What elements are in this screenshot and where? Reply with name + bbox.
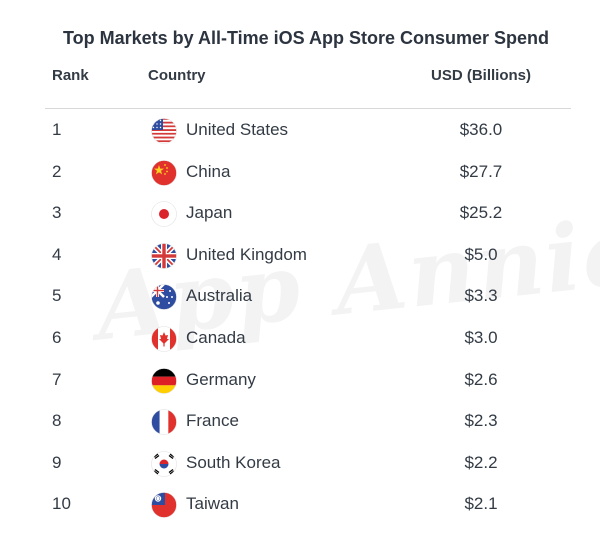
- usd-value-cell: $2.2: [464, 452, 498, 472]
- usd-value-cell: $2.1: [464, 494, 498, 514]
- column-header-usd: USD (Billions): [431, 67, 531, 84]
- china-flag-icon: [151, 159, 177, 186]
- usd-value-cell: $27.7: [459, 161, 503, 181]
- country-cell: United States: [186, 120, 289, 139]
- rank-cell: 10: [52, 494, 71, 514]
- table-body: 1 United States $36.0 2 China $27.7 3 Japan $…: [0, 110, 600, 526]
- table-row: 6 Canada $3.0: [0, 318, 600, 360]
- country-cell: United Kingdom: [186, 244, 307, 264]
- rank-cell: 4: [52, 244, 62, 264]
- country-cell: Australia: [186, 286, 253, 306]
- country-cell: France: [186, 411, 239, 431]
- table-row: 5 Australia $3.3: [0, 276, 600, 318]
- table-row: 7 Germany $2.6: [0, 360, 600, 402]
- country-cell: Canada: [186, 327, 246, 347]
- country-cell: China: [186, 161, 231, 181]
- table-row: 4 United Kingdom $5.0: [0, 235, 600, 277]
- column-header-country: Country: [148, 67, 206, 84]
- column-header-rank: Rank: [52, 67, 89, 84]
- table-row: 10 Taiwan $2.1: [0, 484, 600, 526]
- rank-cell: 6: [52, 327, 62, 347]
- rank-cell: 3: [52, 203, 62, 223]
- country-cell: Germany: [186, 369, 256, 389]
- rank-cell: 1: [52, 120, 62, 139]
- france-flag-icon: [151, 409, 177, 435]
- canada-flag-icon: [151, 326, 177, 352]
- germany-flag-icon: [151, 367, 177, 394]
- rank-cell: 5: [52, 286, 62, 306]
- australia-flag-icon: [151, 284, 177, 311]
- table-row: 1 United States $36.0: [0, 110, 600, 152]
- rank-cell: 9: [52, 452, 62, 472]
- rank-cell: 2: [52, 161, 62, 181]
- table-row: 8 France $2.3: [0, 401, 600, 443]
- us-flag-icon: [151, 118, 177, 144]
- rank-cell: 7: [52, 369, 62, 389]
- country-cell: Taiwan: [186, 494, 239, 514]
- table-row: 9 South Korea $2.2: [0, 443, 600, 485]
- south-korea-flag-icon: [151, 450, 177, 477]
- usd-value-cell: $36.0: [459, 120, 503, 139]
- country-cell: South Korea: [186, 452, 281, 472]
- usd-value-cell: $2.3: [464, 411, 498, 431]
- chart-title: Top Markets by All-Time iOS App Store Co…: [62, 28, 550, 48]
- usd-value-cell: $5.0: [464, 244, 498, 264]
- usd-value-cell: $25.2: [459, 203, 503, 223]
- usd-value-cell: $3.3: [464, 286, 498, 306]
- country-cell: Japan: [186, 203, 233, 223]
- table-row: 2 China $27.7: [0, 152, 600, 194]
- rank-cell: 8: [52, 411, 62, 431]
- uk-flag-icon: [151, 242, 177, 269]
- usd-value-cell: $2.6: [464, 369, 498, 389]
- usd-value-cell: $3.0: [464, 327, 498, 347]
- table-row: 3 Japan $25.2: [0, 193, 600, 235]
- header-divider: [45, 108, 571, 109]
- japan-flag-icon: [151, 201, 177, 227]
- taiwan-flag-icon: [151, 492, 177, 519]
